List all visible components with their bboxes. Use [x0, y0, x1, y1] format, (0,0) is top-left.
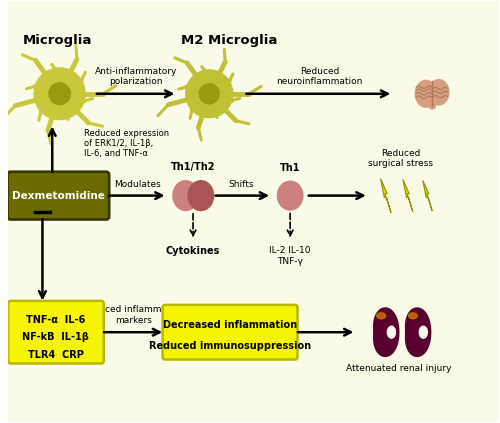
Circle shape [186, 70, 233, 118]
Ellipse shape [188, 181, 214, 211]
Text: Shifts: Shifts [228, 180, 254, 189]
Text: Th1/Th2: Th1/Th2 [171, 162, 216, 172]
Text: TNF-α  IL-6: TNF-α IL-6 [26, 315, 86, 325]
Ellipse shape [416, 80, 436, 107]
FancyBboxPatch shape [8, 172, 109, 220]
Polygon shape [423, 180, 432, 211]
Ellipse shape [278, 181, 303, 210]
Text: IL-2 IL-10
TNF-γ: IL-2 IL-10 TNF-γ [270, 246, 311, 266]
Text: Cytokines: Cytokines [166, 246, 220, 256]
Text: Decreased inflammation: Decreased inflammation [163, 320, 297, 330]
Circle shape [34, 68, 85, 120]
Text: Anti-inflammatory
polarization: Anti-inflammatory polarization [94, 67, 177, 86]
Text: Reduced
neuroinflammation: Reduced neuroinflammation [276, 67, 363, 86]
Text: Attenuated renal injury: Attenuated renal injury [346, 365, 452, 374]
Ellipse shape [173, 181, 199, 211]
FancyBboxPatch shape [8, 301, 104, 363]
Ellipse shape [420, 326, 428, 338]
Text: Microglia: Microglia [22, 33, 92, 47]
Text: TLR4  CRP: TLR4 CRP [28, 349, 84, 360]
Ellipse shape [430, 104, 436, 109]
FancyBboxPatch shape [162, 305, 298, 360]
Polygon shape [406, 308, 430, 357]
Ellipse shape [376, 313, 386, 319]
Polygon shape [403, 179, 413, 212]
Ellipse shape [408, 313, 418, 319]
Polygon shape [374, 308, 399, 357]
Text: NF-kB  IL-1β: NF-kB IL-1β [22, 332, 90, 342]
Text: Reduced immunosuppression: Reduced immunosuppression [149, 341, 311, 351]
Polygon shape [380, 179, 391, 213]
Text: Modulates: Modulates [114, 180, 160, 189]
Text: M2 Microglia: M2 Microglia [180, 33, 277, 47]
Circle shape [200, 84, 219, 104]
Text: Th1: Th1 [280, 163, 300, 173]
Text: Reduced
surgical stress: Reduced surgical stress [368, 149, 433, 168]
Text: Reduced expression
of ERK1/2, IL-1β,
IL-6, and TNF-α: Reduced expression of ERK1/2, IL-1β, IL-… [84, 129, 170, 158]
Circle shape [49, 83, 70, 104]
Text: Dexmetomidine: Dexmetomidine [12, 191, 105, 201]
Text: Reduced inflammatory
markers: Reduced inflammatory markers [82, 305, 185, 325]
Ellipse shape [388, 326, 396, 338]
Ellipse shape [429, 80, 449, 105]
